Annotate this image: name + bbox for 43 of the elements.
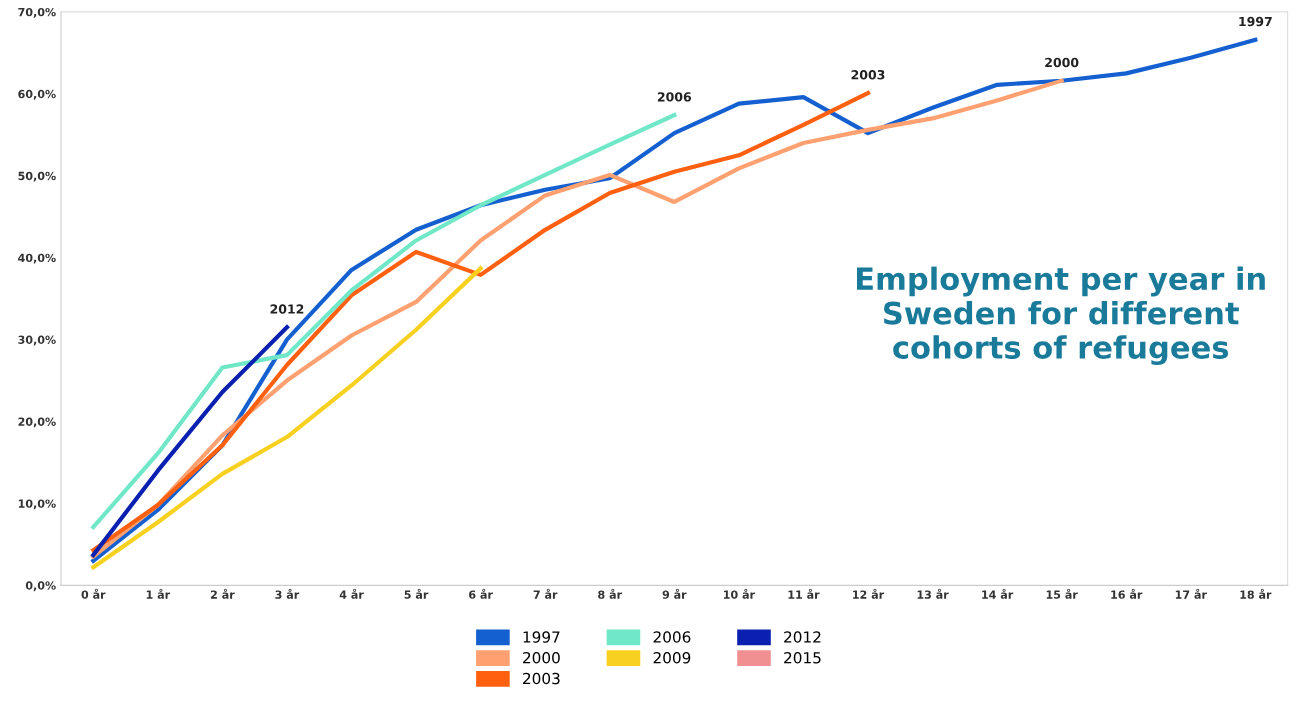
x-tick-label: 4 år bbox=[339, 588, 364, 599]
y-tick-label: 0,0% bbox=[25, 581, 56, 592]
y-tick-label: 50,0% bbox=[18, 171, 56, 182]
line-series bbox=[91, 113, 677, 530]
annotation: 2006 bbox=[657, 92, 692, 102]
annotation: Employment per year in Sweden for different cohorts of refugees bbox=[856, 266, 1265, 366]
x-tick-label: 0 år bbox=[81, 588, 106, 599]
x-tick-label: 16 år bbox=[1111, 588, 1143, 599]
x-tick-label: 12 år bbox=[853, 588, 885, 599]
y-tick-label: 70,0% bbox=[18, 7, 56, 18]
legend-label: 2003 bbox=[523, 672, 560, 685]
line-series bbox=[91, 325, 290, 558]
legend-label: 2015 bbox=[784, 651, 821, 664]
x-tick-label: 6 år bbox=[469, 588, 493, 599]
y-tick-label: 10,0% bbox=[18, 499, 56, 510]
annotation: 1997 bbox=[1239, 16, 1272, 27]
annotation: 2003 bbox=[851, 70, 885, 80]
x-tick-label: 10 år bbox=[723, 588, 755, 599]
x-tick-label: 3 år bbox=[275, 588, 300, 599]
legend-label: 2000 bbox=[523, 651, 560, 664]
annotation: 2000 bbox=[1045, 57, 1079, 68]
y-tick-label: 20,0% bbox=[18, 417, 56, 428]
x-tick-label: 17 år bbox=[1175, 588, 1207, 599]
x-tick-label: 5 år bbox=[404, 588, 429, 599]
x-tick-label: 11 år bbox=[788, 588, 820, 599]
legend-label: 2006 bbox=[653, 631, 691, 643]
legend-label: 1997 bbox=[523, 631, 560, 643]
y-tick-label: 40,0% bbox=[18, 253, 56, 264]
line-series bbox=[91, 266, 483, 570]
x-tick-label: 8 år bbox=[598, 588, 623, 599]
x-tick-label: 2 år bbox=[210, 588, 235, 599]
legend-label: 2012 bbox=[784, 631, 821, 643]
x-tick-label: 18 år bbox=[1240, 588, 1272, 599]
x-tick-label: 13 år bbox=[917, 588, 949, 599]
legend-label: 2009 bbox=[653, 651, 691, 664]
x-tick-label: 1 år bbox=[146, 588, 171, 599]
y-tick-label: 30,0% bbox=[18, 335, 56, 346]
x-tick-label: 14 år bbox=[982, 588, 1014, 599]
annotation: 2012 bbox=[270, 304, 304, 314]
x-tick-label: 7 år bbox=[533, 588, 558, 599]
x-tick-label: 15 år bbox=[1046, 588, 1078, 599]
y-tick-label: 60,0% bbox=[18, 89, 56, 100]
x-tick-label: 9 år bbox=[662, 588, 687, 599]
